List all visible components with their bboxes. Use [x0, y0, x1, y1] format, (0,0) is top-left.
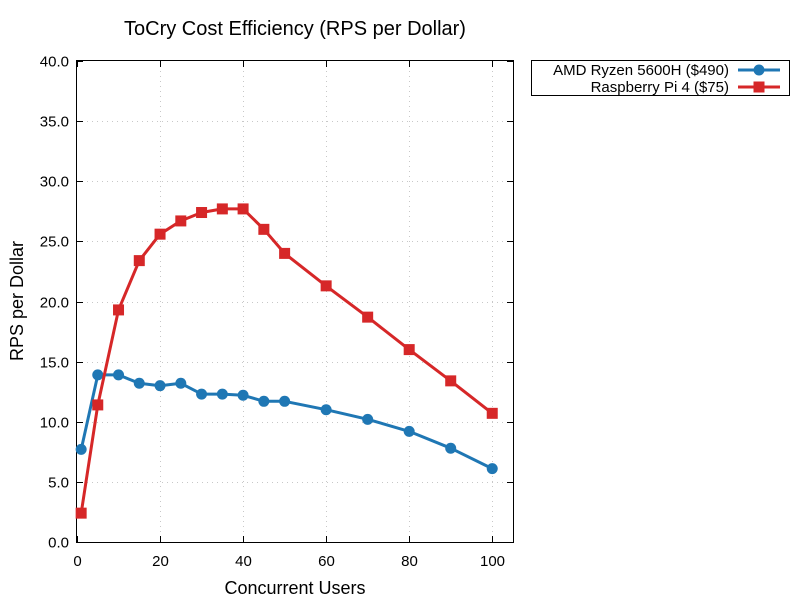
grid-layer: [77, 61, 513, 542]
data-point: [113, 304, 125, 316]
data-point: [320, 280, 332, 292]
data-point: [486, 407, 498, 419]
data-point: [196, 388, 208, 400]
data-point: [92, 399, 104, 411]
data-point: [486, 463, 498, 475]
legend-label: Raspberry Pi 4 ($75): [591, 79, 729, 96]
data-point: [154, 380, 166, 392]
data-point: [362, 413, 374, 425]
x-tick-label: 100: [480, 553, 505, 570]
legend-label: AMD Ryzen 5600H ($490): [553, 62, 729, 79]
data-point: [133, 255, 145, 267]
y-tick-label: 15.0: [40, 355, 69, 372]
legend: AMD Ryzen 5600H ($490)Raspberry Pi 4 ($7…: [531, 60, 790, 96]
data-point: [175, 377, 187, 389]
data-point: [216, 388, 228, 400]
tick-layer: 0.0 5.0 10.0 15.0 20.0 25.0 30.0 35.0 40.0 0 20 40 6…: [40, 54, 513, 570]
data-point: [445, 375, 457, 387]
y-tick-label: 35.0: [40, 114, 69, 131]
series-layer: [75, 203, 498, 519]
series-line: [79, 207, 494, 514]
data-point: [445, 442, 457, 454]
y-tick-label: 30.0: [40, 174, 69, 191]
y-tick-label: 20.0: [40, 295, 69, 312]
x-tick-label: 20: [152, 553, 169, 570]
data-point: [113, 369, 125, 381]
y-tick-label: 5.0: [48, 475, 69, 492]
data-point: [320, 404, 332, 416]
series-2: [75, 203, 498, 519]
data-point: [92, 369, 104, 381]
data-point: [196, 207, 208, 219]
data-point: [279, 247, 291, 259]
y-tick-label: 25.0: [40, 234, 69, 251]
legend-box: [531, 60, 790, 96]
x-tick-label: 60: [318, 553, 335, 570]
data-point: [133, 377, 145, 389]
data-point: [279, 395, 291, 407]
data-point: [237, 389, 249, 401]
data-point: [258, 395, 270, 407]
data-point: [362, 311, 374, 323]
chart-title: ToCry Cost Efficiency (RPS per Dollar): [124, 18, 466, 40]
data-point: [154, 228, 166, 240]
series-1: [75, 369, 498, 475]
y-tick-label: 0.0: [48, 535, 69, 552]
data-point: [216, 203, 228, 215]
y-tick-label: 40.0: [40, 54, 69, 71]
data-point: [75, 507, 87, 519]
legend-marker: [753, 64, 765, 76]
data-point: [175, 215, 187, 227]
y-axis-label: RPS per Dollar: [7, 241, 27, 361]
x-axis-label: Concurrent Users: [224, 578, 365, 598]
data-point: [403, 425, 415, 437]
plot-frame: [76, 60, 514, 543]
data-point: [403, 344, 415, 356]
data-point: [237, 203, 249, 215]
data-point: [75, 443, 87, 455]
series-line: [79, 373, 493, 470]
x-tick-label: 80: [401, 553, 418, 570]
x-tick-label: 0: [73, 553, 81, 570]
x-tick-label: 40: [235, 553, 252, 570]
data-point: [258, 223, 270, 235]
legend-marker: [753, 81, 765, 93]
y-tick-label: 10.0: [40, 415, 69, 432]
